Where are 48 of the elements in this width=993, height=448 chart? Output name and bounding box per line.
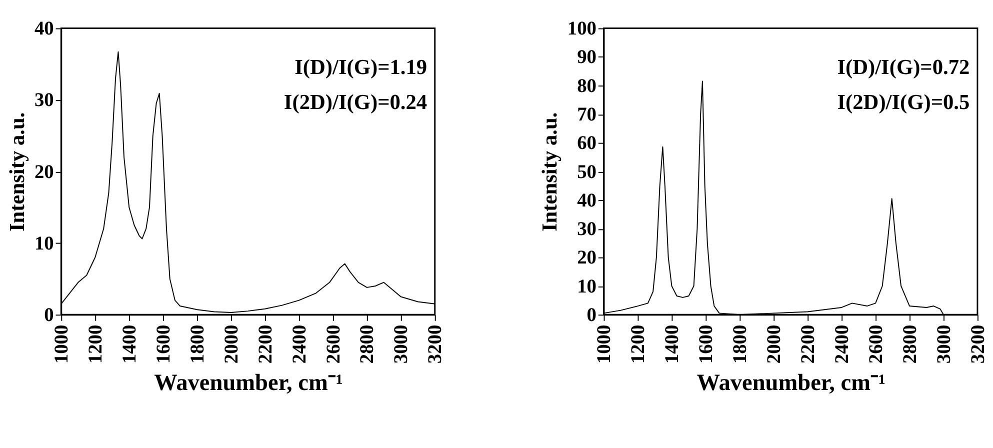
x-tick-label: 2400 xyxy=(832,324,853,364)
x-axis-title: Wavenumber, cm⁻¹ xyxy=(154,370,343,396)
x-tick-label: 1800 xyxy=(187,324,208,364)
y-tick-label: 0 xyxy=(586,304,596,326)
y-tick-label: 60 xyxy=(577,133,596,154)
annotation: I(D)/I(G)=1.19 xyxy=(294,54,428,79)
y-tick-label: 20 xyxy=(577,248,596,269)
x-tick-label: 2600 xyxy=(323,324,344,364)
x-tick-label: 3200 xyxy=(968,324,989,364)
x-tick-label: 3000 xyxy=(934,324,955,364)
x-tick-label: 1600 xyxy=(153,324,174,364)
x-tick-label: 2600 xyxy=(866,324,887,364)
y-tick-label: 20 xyxy=(34,162,54,183)
x-tick-label: 2200 xyxy=(255,324,276,364)
annotation: I(2D)/I(G)=0.24 xyxy=(284,90,428,114)
y-tick-label: 100 xyxy=(567,18,596,40)
y-tick-label: 10 xyxy=(577,276,596,298)
x-tick-label: 2000 xyxy=(764,324,785,364)
y-tick-label: 70 xyxy=(577,104,596,126)
x-tick-label: 3200 xyxy=(425,324,446,364)
y-tick-label: 0 xyxy=(44,304,54,326)
y-tick-label: 50 xyxy=(577,162,596,183)
x-tick-label: 1600 xyxy=(696,324,717,364)
annotation: I(D)/I(G)=0.72 xyxy=(837,54,970,79)
x-tick-label: 1400 xyxy=(119,324,140,364)
y-tick-label: 30 xyxy=(577,219,596,240)
y-axis-title: Intensity a.u. xyxy=(4,112,29,232)
x-tick-label: 2200 xyxy=(798,324,819,364)
y-tick-label: 30 xyxy=(34,90,54,112)
y-tick-label: 40 xyxy=(34,18,54,40)
x-tick-label: 1400 xyxy=(662,324,684,364)
y-tick-label: 40 xyxy=(577,190,596,212)
x-axis-title: Wavenumber, cm⁻¹ xyxy=(696,370,886,396)
y-tick-label: 10 xyxy=(34,233,54,254)
x-tick-label: 1000 xyxy=(51,324,72,364)
x-tick-label: 1200 xyxy=(85,324,106,364)
y-tick-label: 90 xyxy=(577,47,596,68)
x-tick-label: 2400 xyxy=(289,324,310,364)
x-tick-label: 1200 xyxy=(628,324,650,364)
x-tick-label: 3000 xyxy=(391,324,412,364)
x-tick-label: 2000 xyxy=(221,324,242,364)
y-tick-label: 80 xyxy=(577,76,596,97)
x-tick-label: 2800 xyxy=(357,324,378,364)
x-tick-label: 1000 xyxy=(594,324,616,364)
y-axis-title: Intensity a.u. xyxy=(538,112,562,232)
x-tick-label: 2800 xyxy=(900,324,921,364)
x-tick-label: 1800 xyxy=(730,324,751,364)
annotation: I(2D)/I(G)=0.5 xyxy=(837,90,970,114)
